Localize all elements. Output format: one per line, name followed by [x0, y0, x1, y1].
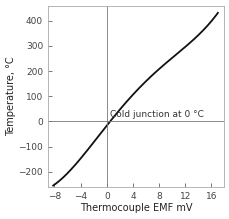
- Y-axis label: Temperature, °C: Temperature, °C: [5, 56, 16, 136]
- X-axis label: Thermocouple EMF mV: Thermocouple EMF mV: [80, 203, 192, 214]
- Text: Cold junction at 0 °C: Cold junction at 0 °C: [109, 110, 203, 119]
